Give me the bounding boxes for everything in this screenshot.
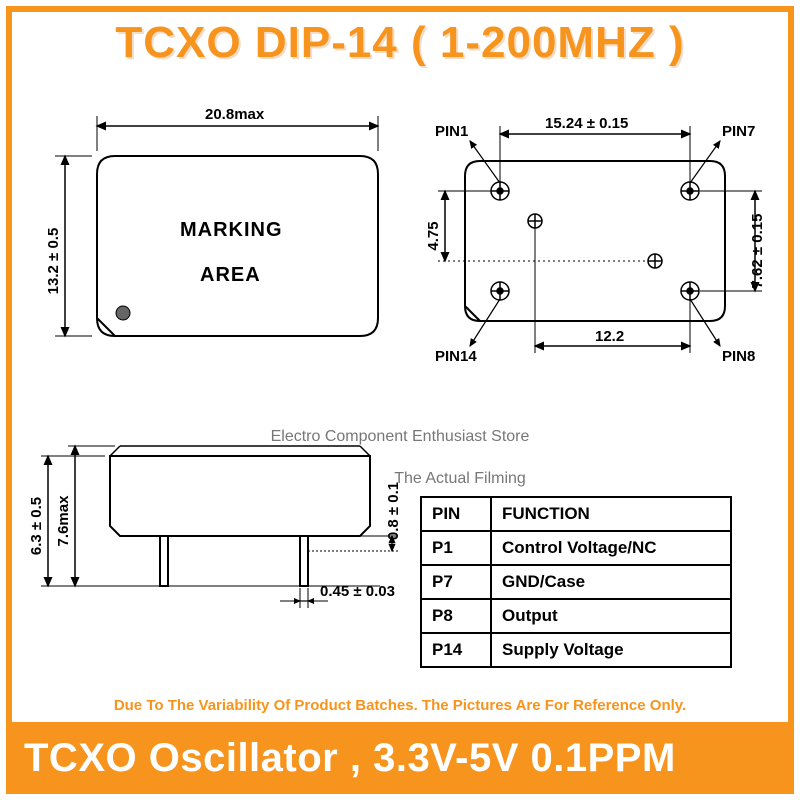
marking-text-1: MARKING — [180, 219, 283, 241]
pin14-label: PIN14 — [435, 348, 477, 365]
dim-pin-x: 15.24 ± 0.15 — [545, 115, 628, 132]
top-view-drawing: MARKING AREA 20.8max 13.2 ± 0.5 — [20, 86, 400, 376]
pin-function-table: PIN FUNCTION P1Control Voltage/NC P7GND/… — [420, 496, 732, 668]
dim-lead-w: 0.45 ± 0.03 — [320, 583, 395, 600]
dim-pin-y: 7.62 ± 0.15 — [749, 214, 766, 289]
footer-bar: TCXO Oscillator , 3.3V-5V 0.1PPM — [6, 722, 794, 794]
pin1-label: PIN1 — [435, 123, 468, 140]
table-header-pin: PIN — [421, 497, 491, 531]
table-row: P8Output — [421, 599, 731, 633]
table-row: P14Supply Voltage — [421, 633, 731, 667]
dim-inner-y: 4.75 — [425, 221, 442, 250]
table-header-func: FUNCTION — [491, 497, 731, 531]
pin7-label: PIN7 — [722, 123, 755, 140]
pin1-dot — [116, 306, 130, 320]
marking-text-2: AREA — [200, 264, 261, 286]
pin-view-drawing: PIN1 PIN7 PIN14 PIN8 15.24 ± 0.15 7.62 ±… — [400, 86, 800, 386]
diagram-area: MARKING AREA 20.8max 13.2 ± 0.5 — [0, 76, 800, 666]
side-view-drawing: 7.6max 6.3 ± 0.5 0.8 ± 0.1 0.45 ± 0.03 — [20, 396, 420, 616]
footer-text: TCXO Oscillator , 3.3V-5V 0.1PPM — [24, 736, 676, 781]
dim-body-h: 6.3 ± 0.5 — [28, 497, 45, 555]
dim-total-h: 7.6max — [55, 495, 72, 547]
dim-width: 20.8max — [205, 106, 265, 123]
dim-inner-x: 12.2 — [595, 328, 624, 345]
pin8-label: PIN8 — [722, 348, 755, 365]
table-row: P7GND/Case — [421, 565, 731, 599]
disclaimer-text: Due To The Variability Of Product Batche… — [0, 697, 800, 714]
table-row: P1Control Voltage/NC — [421, 531, 731, 565]
table-header-row: PIN FUNCTION — [421, 497, 731, 531]
dim-height: 13.2 ± 0.5 — [45, 228, 62, 295]
dim-lead-l: 0.8 ± 0.1 — [385, 482, 402, 540]
product-title: TCXO DIP-14 ( 1-200MHZ ) — [0, 0, 800, 76]
